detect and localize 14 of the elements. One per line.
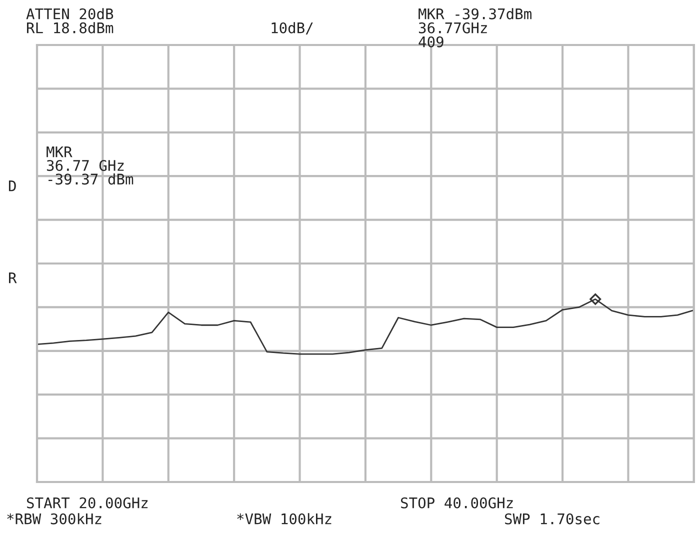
text: RL 18.8dBm	[27, 22, 114, 34]
text: START 20.00GHz	[26, 497, 148, 508]
text: STOP 40.00GHz	[400, 497, 513, 508]
text: D	[8, 180, 16, 192]
text: *VBW 100kHz	[237, 513, 332, 524]
text: 36.77GHz	[418, 22, 487, 34]
text: MKR -39.37dBm	[418, 8, 532, 20]
text: 10dB/	[272, 22, 313, 35]
text: ATTEN 20dB	[26, 8, 114, 20]
text: 409	[418, 36, 444, 48]
text: SWP 1.70sec	[504, 513, 600, 524]
text: MKR 36.77 GHz -39.37 dBm	[46, 146, 134, 185]
text: R	[9, 272, 17, 284]
text: *RBW 300kHz	[7, 513, 102, 524]
